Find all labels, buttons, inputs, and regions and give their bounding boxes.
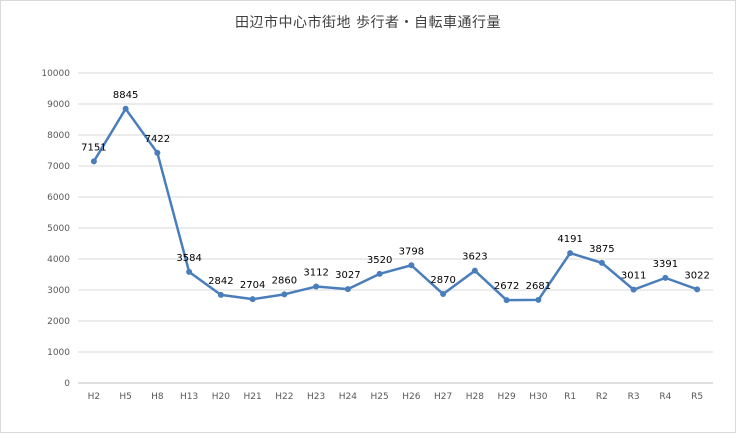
x-tick-label: H13 <box>180 392 198 402</box>
data-point <box>313 283 320 290</box>
data-label: 3584 <box>176 253 201 264</box>
x-tick-label: H2 <box>88 392 101 402</box>
x-tick-label: R5 <box>691 392 703 402</box>
gridlines <box>78 72 713 353</box>
y-tick-label: 6000 <box>47 193 70 203</box>
data-label: 8845 <box>113 90 138 101</box>
y-tick-label: 10000 <box>41 69 70 79</box>
x-tick-label: H24 <box>339 392 357 402</box>
series-line-layer <box>92 107 699 302</box>
data-points <box>90 105 701 304</box>
data-label: 4191 <box>557 234 582 245</box>
chart-title: 田辺市中心市街地 歩行者・自転車通行量 <box>235 15 501 31</box>
data-point <box>376 270 383 277</box>
data-point <box>694 286 701 293</box>
data-point <box>567 250 574 257</box>
data-point <box>440 291 447 298</box>
series-line <box>92 107 699 302</box>
data-label: 7422 <box>145 134 170 145</box>
data-label: 3391 <box>653 259 678 270</box>
y-tick-label: 7000 <box>47 162 70 172</box>
data-point <box>344 286 351 293</box>
y-tick-label: 9000 <box>47 100 70 110</box>
data-point <box>630 286 637 293</box>
data-labels: 7151 8845 7422 3584 2842 2704 2860 3112 3027 3520… <box>81 90 710 292</box>
x-tick-label: R2 <box>596 392 608 402</box>
data-point <box>471 267 478 274</box>
x-tick-label: H5 <box>119 392 132 402</box>
data-point <box>217 291 224 298</box>
data-label: 2672 <box>494 281 519 292</box>
data-label: 3112 <box>303 268 328 279</box>
data-label: 3027 <box>335 270 360 281</box>
x-tick-label: H30 <box>529 392 547 402</box>
x-tick-label: R1 <box>564 392 576 402</box>
x-tick-label: H25 <box>371 392 389 402</box>
y-tick-label: 2000 <box>47 317 70 327</box>
data-label: 2860 <box>272 275 297 286</box>
x-tick-label: H22 <box>275 392 293 402</box>
data-point <box>281 291 288 298</box>
axes: 0 1000 2000 3000 4000 5000 6000 7000 8000 9000 100… <box>41 69 713 402</box>
x-tick-label: R3 <box>628 392 640 402</box>
data-point <box>249 296 256 303</box>
x-tick-label: R4 <box>659 392 671 402</box>
data-label: 7151 <box>81 142 106 153</box>
x-tick-label: H21 <box>244 392 262 402</box>
data-point <box>122 105 129 112</box>
data-label: 3011 <box>621 271 646 282</box>
data-label: 3520 <box>367 255 392 266</box>
y-tick-label: 1000 <box>47 348 70 358</box>
data-point <box>503 297 510 304</box>
x-tick-label: H8 <box>151 392 164 402</box>
data-label: 3875 <box>589 244 614 255</box>
y-tick-label: 3000 <box>47 286 70 296</box>
data-label: 3022 <box>684 270 709 281</box>
y-tick-label: 8000 <box>47 131 70 141</box>
data-point <box>186 268 193 275</box>
y-tick-label: 0 <box>64 379 70 389</box>
data-point <box>598 259 605 266</box>
data-point <box>90 158 97 165</box>
x-tick-label: H27 <box>434 392 452 402</box>
x-tick-label: H29 <box>498 392 516 402</box>
x-tick-label: H28 <box>466 392 484 402</box>
x-tick-label: H26 <box>402 392 420 402</box>
data-point <box>662 274 669 281</box>
x-tick-label: H23 <box>307 392 325 402</box>
y-tick-label: 5000 <box>47 224 70 234</box>
data-label: 2870 <box>430 275 455 286</box>
data-label: 3623 <box>462 252 487 263</box>
data-label: 2842 <box>208 276 233 287</box>
data-label: 2681 <box>526 281 551 292</box>
y-tick-label: 4000 <box>47 255 70 265</box>
data-point <box>154 149 161 156</box>
data-point <box>408 262 415 269</box>
data-label: 2704 <box>240 280 265 291</box>
x-tick-label: H20 <box>212 392 230 402</box>
data-label: 3798 <box>399 246 424 257</box>
data-point <box>535 296 542 303</box>
